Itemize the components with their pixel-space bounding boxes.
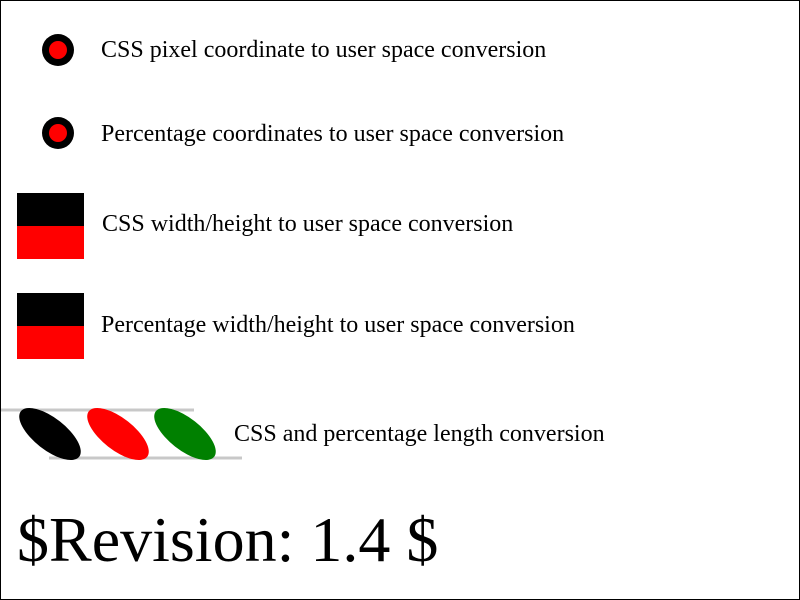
css-size-red-rect — [17, 226, 84, 259]
red-ellipse — [87, 407, 149, 461]
percentage-coordinate-label: Percentage coordinates to user space con… — [101, 121, 565, 147]
percentage-size-black-rect — [17, 293, 84, 326]
css-size-marker — [17, 193, 84, 259]
percentage-coordinate-marker — [42, 117, 74, 149]
green-ellipse — [154, 407, 216, 461]
css-width-height-label: CSS width/height to user space conversio… — [102, 211, 514, 237]
percentage-width-height-label: Percentage width/height to user space co… — [101, 312, 575, 338]
css-pixel-coordinate-label: CSS pixel coordinate to user space conve… — [101, 37, 547, 63]
pixel-coordinate-marker — [42, 34, 74, 66]
black-ellipse — [19, 407, 81, 461]
pixel-coordinate-inner-circle — [49, 41, 67, 59]
percentage-coordinate-inner-circle — [49, 124, 67, 142]
revision-text: $Revision: 1.4 $ — [17, 504, 439, 575]
css-size-black-rect — [17, 193, 84, 226]
length-conversion-label: CSS and percentage length conversion — [234, 421, 605, 447]
length-conversion-marker — [1, 407, 242, 461]
percentage-size-marker — [17, 293, 84, 359]
percentage-size-red-rect — [17, 326, 84, 359]
